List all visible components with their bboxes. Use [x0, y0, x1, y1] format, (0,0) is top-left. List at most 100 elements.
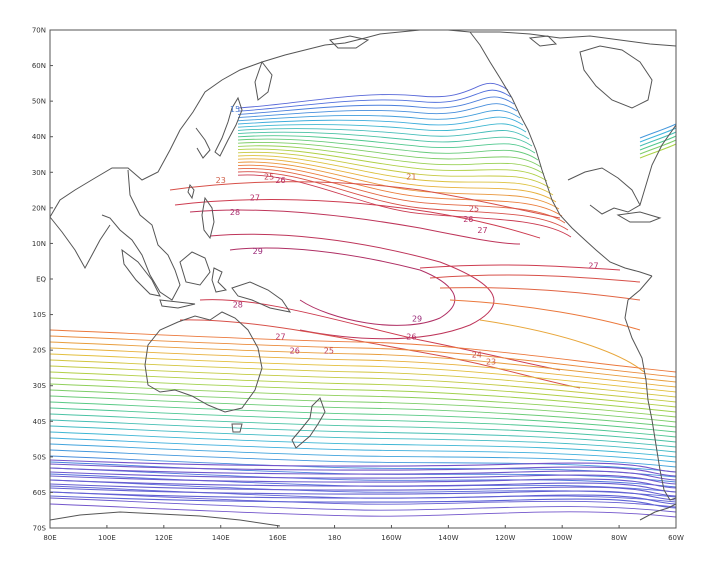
coastline-taiwan [187, 183, 195, 200]
contour-value-label: 27 [588, 261, 598, 270]
coastline-east-us [639, 124, 677, 206]
lat-tick-label: 30S [33, 382, 47, 390]
coastline-se-asia [101, 169, 181, 301]
sst-contour-line [49, 463, 677, 477]
lat-tick-label: 60S [33, 489, 47, 497]
sst-contour-line [449, 299, 641, 331]
lat-tick-label: 30N [32, 169, 46, 177]
lon-tick-label: 140W [438, 534, 458, 542]
lon-tick-label: 80W [611, 534, 627, 542]
sst-contour-line [49, 459, 677, 473]
sst-contour-line [237, 158, 557, 203]
longitude-axis: 80E 100E 120E 140E 160E 180 160W 140W 120W 100W 80… [43, 525, 684, 542]
lat-tick-label: 10N [32, 240, 46, 248]
sst-contour-line [237, 151, 551, 189]
contour-value-label: 21 [406, 172, 416, 181]
sst-contour-line [49, 455, 677, 478]
lat-tick-label: 50S [33, 453, 47, 461]
lon-tick-label: 160W [381, 534, 401, 542]
sst-contour-line [49, 475, 677, 489]
contour-value-label: 29 [412, 315, 422, 324]
contour-value-label: 27 [250, 194, 260, 203]
sst-contour-line [174, 199, 541, 239]
coastlines [49, 29, 677, 527]
sst-contour-line [49, 395, 677, 428]
sst-contour-line [639, 131, 677, 147]
sst-contour-line [237, 89, 512, 112]
sst-contour-line [237, 96, 515, 115]
lat-tick-label: 50N [32, 98, 46, 106]
sst-contour-line [49, 467, 677, 481]
sst-contour-line [237, 128, 530, 140]
sst-contour-line [49, 359, 677, 398]
coastline-greenland [579, 45, 653, 109]
coastline-caribbean [616, 211, 662, 223]
sst-contour-line [639, 143, 677, 159]
sst-contour-line [237, 135, 536, 154]
contour-value-label: 24 [472, 350, 482, 359]
sst-contour-line [189, 209, 521, 245]
sst-contour-line [49, 431, 677, 458]
sst-contour-line [49, 503, 677, 518]
lon-tick-label: 100W [552, 534, 572, 542]
sst-contour-line [49, 377, 677, 413]
sst-contour-line [49, 329, 677, 373]
lon-tick-label: 180 [328, 534, 341, 542]
sst-contour-line [49, 341, 677, 383]
contour-value-label: 26 [290, 347, 300, 356]
sst-contour-line [49, 471, 677, 485]
sst-contour-line [199, 299, 561, 371]
coastline-sulawesi [211, 267, 228, 293]
lon-tick-label: 120W [495, 534, 515, 542]
sst-contour-line [237, 82, 509, 109]
contour-value-label: 23 [216, 176, 226, 185]
sst-contour-line [49, 479, 677, 493]
coastline-new-zealand [291, 397, 326, 449]
sst-contour-line [639, 127, 677, 143]
coastline-java [159, 299, 196, 309]
sst-contour-line [237, 145, 545, 175]
sst-contour-line [49, 365, 677, 403]
sst-contour-line [237, 148, 548, 182]
sst-contour-line [49, 401, 677, 433]
sst-contour-line [237, 161, 560, 210]
sst-contour-line [49, 425, 677, 453]
coastline-kamchatka [254, 60, 273, 101]
lat-tick-label: 20N [32, 204, 46, 212]
coastline-tasmania [231, 423, 243, 433]
sst-contour-line [49, 467, 677, 488]
coastline-philippines [201, 196, 215, 240]
sst-contour-line [49, 353, 677, 393]
contour-value-label: 28 [230, 208, 240, 217]
contour-value-label: 26 [463, 215, 473, 224]
sst-contour-line [49, 483, 677, 497]
contour-value-label: 29 [253, 247, 263, 256]
coastline-sumatra [121, 248, 161, 297]
contour-value-label: 28 [233, 300, 243, 309]
lon-tick-label: 160E [269, 534, 287, 542]
coastline-antarctica [49, 511, 281, 527]
sst-contour-line [209, 233, 495, 340]
contour-value-label: 25 [324, 347, 334, 356]
contour-value-label: 27 [477, 226, 487, 235]
contour-value-label: 23 [486, 357, 496, 366]
sst-contour-line [49, 449, 677, 473]
lat-tick-label: 20S [33, 347, 47, 355]
lat-tick-label: EQ [36, 276, 46, 284]
sst-contour-line [49, 407, 677, 438]
sst-contour-line [237, 141, 542, 168]
sst-contour-line [49, 497, 677, 513]
coastline-central-america [551, 199, 653, 277]
coastline-antarctic-peninsula [639, 503, 677, 521]
sst-contour-line [237, 103, 518, 119]
sst-contour-line [49, 419, 677, 448]
sst-contour-line [237, 131, 533, 147]
coastline-japan [214, 96, 243, 157]
sst-contour-line [439, 287, 641, 301]
sst-contour-line [479, 319, 645, 373]
sst-contour-line [639, 139, 677, 155]
coastline-alaska [469, 31, 553, 201]
